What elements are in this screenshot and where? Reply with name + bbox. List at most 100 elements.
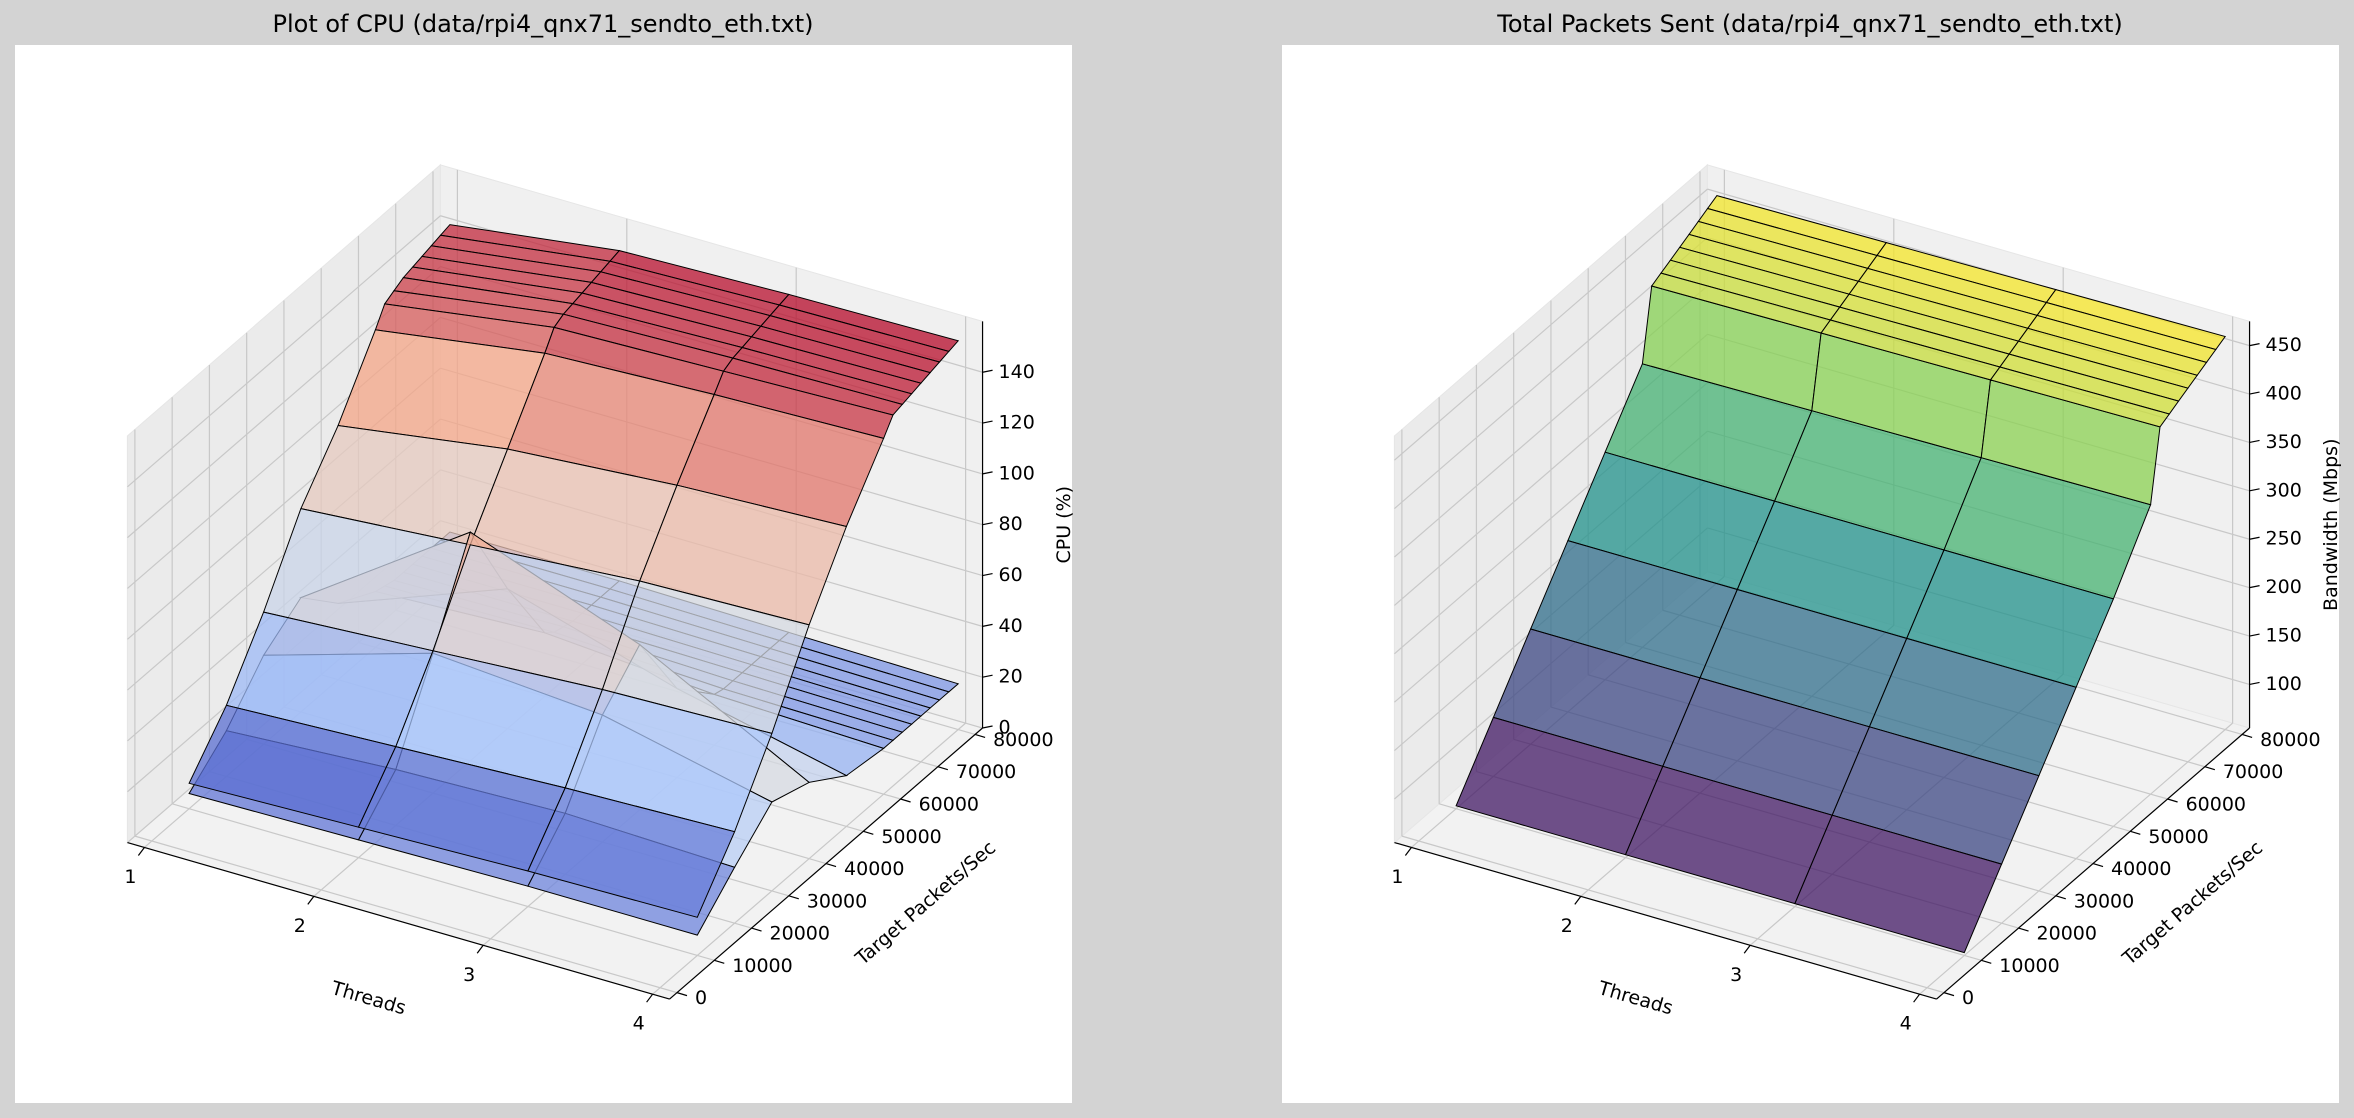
z-tick-label: 200 bbox=[2266, 576, 2302, 598]
z-tick-label: 120 bbox=[999, 412, 1035, 434]
z-tick-label: 100 bbox=[2266, 673, 2302, 695]
x-tick-label: 2 bbox=[294, 915, 306, 937]
tick-mark bbox=[1404, 847, 1412, 856]
y-axis-line bbox=[669, 727, 983, 1000]
x-tick-label: 2 bbox=[1561, 915, 1573, 937]
tick-mark bbox=[2249, 439, 2260, 444]
tick-mark bbox=[2241, 733, 2253, 739]
y-tick-label: 30000 bbox=[807, 890, 867, 912]
grid-line bbox=[1401, 835, 1945, 994]
tick-mark bbox=[751, 927, 762, 932]
y-tick-label: 50000 bbox=[2148, 826, 2208, 848]
z-axis-label: CPU (%) bbox=[1053, 486, 1075, 564]
grid-line bbox=[134, 835, 678, 994]
y-tick-label: 70000 bbox=[2223, 761, 2283, 783]
tick-mark bbox=[307, 896, 315, 905]
tick-mark bbox=[825, 862, 837, 868]
z-tick-label: 450 bbox=[2266, 334, 2302, 356]
tick-mark bbox=[982, 623, 993, 627]
tick-mark bbox=[1981, 959, 1992, 964]
z-tick-label: 150 bbox=[2266, 625, 2302, 647]
tick-mark bbox=[974, 733, 986, 739]
tick-mark bbox=[2249, 343, 2260, 347]
tick-mark bbox=[1743, 944, 1751, 954]
z-tick-label: 250 bbox=[2266, 528, 2302, 550]
tick-mark bbox=[2249, 681, 2260, 686]
tick-mark bbox=[646, 993, 654, 1003]
y-tick-label: 80000 bbox=[993, 729, 1053, 751]
y-tick-label: 70000 bbox=[956, 761, 1016, 783]
x-axis-line bbox=[127, 841, 670, 1000]
grid-line bbox=[1438, 803, 1982, 961]
z-tick-label: 300 bbox=[2266, 479, 2302, 501]
y-tick-label: 20000 bbox=[770, 923, 830, 945]
y-tick-label: 30000 bbox=[2074, 890, 2134, 912]
z-tick-label: 80 bbox=[999, 513, 1023, 535]
z-tick-label: 60 bbox=[999, 564, 1023, 586]
x-tick-label: 3 bbox=[1730, 964, 1742, 986]
y-tick-label: 20000 bbox=[2037, 923, 2097, 945]
surface-face bbox=[1989, 366, 2171, 428]
tick-mark bbox=[2249, 585, 2260, 589]
x-axis-line bbox=[1394, 841, 1937, 1000]
tick-mark bbox=[863, 830, 874, 835]
tick-mark bbox=[2249, 391, 2260, 395]
tick-mark bbox=[982, 572, 993, 577]
x-tick-label: 4 bbox=[1900, 1013, 1912, 1035]
tick-mark bbox=[2092, 862, 2104, 868]
tick-mark bbox=[982, 725, 993, 729]
grid-line bbox=[1394, 188, 1708, 461]
grid-line bbox=[127, 215, 441, 488]
z-tick-label: 40 bbox=[999, 615, 1023, 637]
tick-mark bbox=[2204, 766, 2216, 771]
tick-mark bbox=[1913, 993, 1921, 1003]
tick-mark bbox=[476, 944, 484, 954]
y-tick-label: 40000 bbox=[2111, 858, 2171, 880]
z-tick-label: 140 bbox=[999, 361, 1035, 383]
tick-mark bbox=[2018, 927, 2029, 932]
grid-line bbox=[171, 803, 715, 961]
chart-title: Total Packets Sent (data/rpi4_qnx71_send… bbox=[1496, 10, 2123, 38]
tick-mark bbox=[137, 847, 145, 856]
y-tick-label: 50000 bbox=[881, 826, 941, 848]
tick-mark bbox=[714, 959, 725, 964]
tick-mark bbox=[1574, 896, 1582, 905]
tick-mark bbox=[2249, 488, 2260, 492]
y-tick-label: 10000 bbox=[1999, 955, 2059, 977]
tick-mark bbox=[900, 798, 911, 803]
z-tick-label: 400 bbox=[2266, 383, 2302, 405]
tick-mark bbox=[2130, 830, 2141, 835]
x-tick-label: 1 bbox=[1391, 866, 1403, 888]
y-tick-label: 10000 bbox=[732, 955, 792, 977]
y-tick-label: 0 bbox=[1962, 987, 1974, 1009]
surface-face bbox=[527, 787, 736, 918]
y-tick-label: 40000 bbox=[844, 858, 904, 880]
z-tick-label: 0 bbox=[999, 717, 1011, 739]
tick-mark bbox=[982, 420, 993, 424]
x-tick-label: 4 bbox=[633, 1013, 645, 1035]
tick-mark bbox=[788, 895, 799, 900]
y-tick-label: 80000 bbox=[2260, 729, 2320, 751]
tick-mark bbox=[982, 471, 993, 475]
x-tick-label: 3 bbox=[463, 964, 475, 986]
tick-mark bbox=[1943, 992, 1955, 997]
tick-mark bbox=[982, 522, 993, 526]
z-axis-label: Bandwidth (Mbps) bbox=[2320, 439, 2342, 611]
tick-mark bbox=[2249, 536, 2260, 540]
y-tick-label: 60000 bbox=[919, 794, 979, 816]
y-tick-label: 60000 bbox=[2186, 794, 2246, 816]
chart-title: Plot of CPU (data/rpi4_qnx71_sendto_eth.… bbox=[273, 10, 814, 38]
z-tick-label: 350 bbox=[2266, 431, 2302, 453]
z-tick-label: 100 bbox=[999, 462, 1035, 484]
tick-mark bbox=[982, 369, 993, 373]
z-tick-label: 20 bbox=[999, 666, 1023, 688]
surface-face bbox=[1794, 814, 2003, 954]
tick-mark bbox=[2055, 895, 2066, 900]
x-tick-label: 1 bbox=[124, 866, 136, 888]
tick-mark bbox=[2167, 798, 2178, 803]
y-axis-line bbox=[1936, 727, 2250, 1000]
tick-mark bbox=[982, 674, 993, 678]
tick-mark bbox=[2249, 633, 2260, 637]
